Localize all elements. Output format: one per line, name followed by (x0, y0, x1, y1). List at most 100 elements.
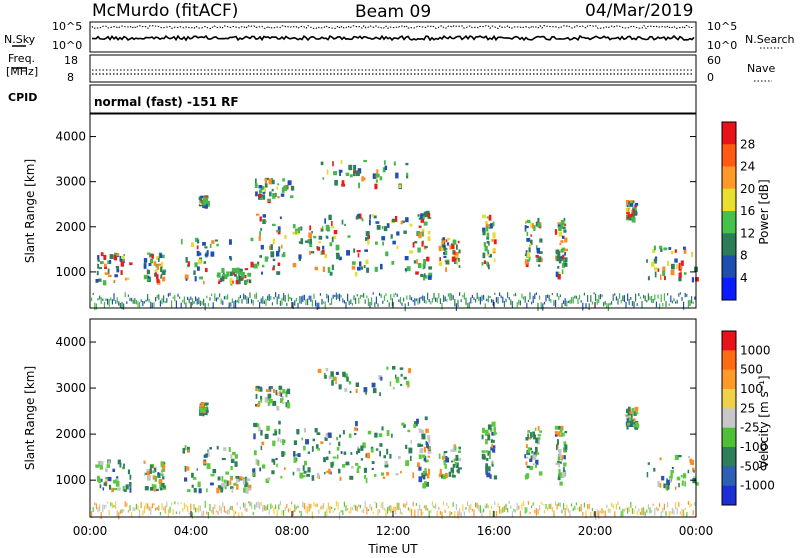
ground-scatter-cell (441, 511, 443, 519)
echo-cell (558, 454, 562, 460)
echo-cell (557, 223, 562, 228)
echo-cell (301, 437, 304, 441)
echo-cell (409, 250, 414, 254)
colorbar-swatch (722, 233, 736, 256)
echo-cell (152, 470, 155, 473)
ground-scatter-cell (227, 509, 229, 515)
echo-cell (234, 461, 238, 467)
ground-scatter-cell (593, 511, 595, 516)
ground-scatter-cell (395, 506, 397, 515)
ground-scatter-cell (327, 295, 329, 303)
ground-scatter-cell (292, 302, 294, 309)
ground-scatter-cell (113, 293, 115, 301)
echo-cell (264, 396, 269, 403)
ground-scatter-cell (516, 502, 518, 511)
echo-cell (487, 432, 491, 436)
echo-cell (336, 436, 338, 441)
echo-cell (355, 382, 360, 387)
ground-scatter-cell (467, 302, 469, 308)
ground-scatter-cell (675, 502, 677, 510)
echo-cell (333, 235, 337, 240)
echo-cell (281, 253, 286, 258)
ground-scatter-cell (372, 292, 374, 295)
ground-scatter-cell (601, 294, 603, 297)
ground-scatter-cell (630, 501, 632, 508)
echo-cell (525, 250, 528, 255)
echo-cell (304, 460, 307, 466)
echo-cell (524, 225, 527, 230)
ground-scatter-cell (287, 293, 289, 302)
ground-scatter-cell (199, 300, 201, 306)
echo-cell (628, 205, 631, 210)
ground-scatter-cell (415, 298, 417, 302)
noise-series (91, 24, 695, 42)
power-panel-bg (90, 114, 696, 308)
echo-cell (351, 265, 356, 270)
noise-sky-line (91, 34, 695, 42)
ground-scatter-cell (342, 298, 344, 303)
ground-scatter-cell (366, 506, 368, 515)
ground-scatter-cell (419, 297, 421, 304)
echo-cell (373, 215, 377, 219)
echo-cell (267, 401, 271, 406)
ground-scatter-cell (316, 302, 318, 310)
ground-scatter-cell (526, 302, 528, 308)
ground-scatter-cell (571, 297, 573, 304)
ground-scatter-cell (537, 302, 539, 311)
ground-scatter-cell (140, 299, 142, 302)
ground-scatter-cell (388, 505, 390, 511)
ground-scatter-cell (385, 293, 387, 296)
echo-cell (458, 249, 461, 254)
ground-scatter-cell (188, 298, 190, 304)
ground-scatter-cell (614, 511, 616, 518)
echo-cell (351, 261, 356, 265)
echo-cell (674, 454, 679, 460)
ground-scatter-cell (623, 508, 625, 512)
noise-tick-top-right: 10^5 (707, 20, 737, 33)
echo-cell (341, 180, 345, 187)
echo-cell (418, 476, 423, 483)
echo-cell (199, 276, 203, 280)
cpid-text: normal (fast) -151 RF (94, 95, 239, 109)
echo-cell (445, 472, 448, 477)
ground-scatter-cell (687, 300, 689, 308)
echo-cell (426, 256, 430, 262)
ground-scatter-cell (297, 302, 299, 308)
colorbar-swatch (722, 350, 736, 370)
echo-cell (354, 271, 358, 277)
echo-cell (264, 178, 267, 185)
ground-scatter-cell (132, 507, 134, 512)
echo-cell (360, 458, 364, 461)
echo-cell (678, 277, 682, 282)
ground-scatter-cell (651, 295, 653, 303)
ground-scatter-cell (691, 296, 693, 304)
echo-cell (384, 165, 388, 170)
echo-cell (671, 466, 674, 470)
echo-cell (202, 242, 206, 246)
echo-cell (443, 251, 445, 255)
echo-cell (393, 161, 396, 166)
echo-cell (245, 482, 248, 487)
ground-scatter-cell (575, 502, 577, 506)
echo-cell (204, 246, 208, 249)
echo-cell (210, 473, 215, 477)
ground-scatter-cell (292, 510, 294, 516)
ground-scatter-cell (438, 507, 440, 510)
echo-cell (683, 272, 687, 275)
ground-scatter-cell (270, 503, 272, 510)
echo-cell (379, 392, 381, 397)
echo-cell (564, 430, 568, 434)
ground-scatter-cell (291, 501, 293, 505)
echo-cell (123, 254, 125, 257)
echo-cell (455, 454, 459, 461)
echo-cell (345, 461, 350, 466)
echo-cell (535, 465, 538, 468)
ground-scatter-cell (366, 295, 368, 299)
echo-cell (659, 245, 663, 250)
ground-scatter-cell (404, 303, 406, 312)
echo-cell (326, 169, 329, 175)
ground-scatter-cell (635, 505, 637, 509)
ground-scatter-cell (396, 502, 398, 510)
echo-cell (458, 467, 462, 470)
ground-scatter-cell (343, 501, 345, 507)
